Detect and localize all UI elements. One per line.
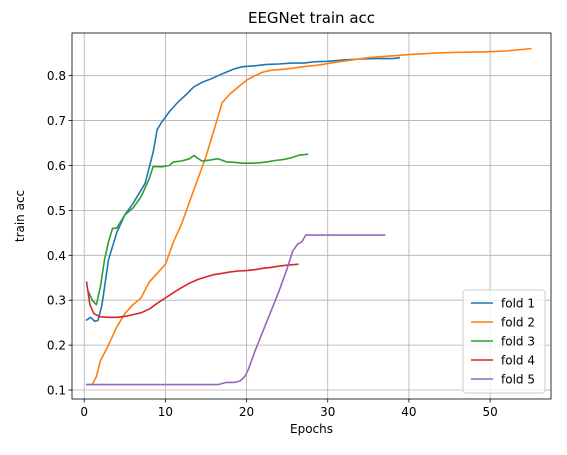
y-axis-label: train acc — [13, 190, 27, 242]
y-tick-label: 0.5 — [47, 204, 66, 218]
axis-ticks: 0 10 20 30 40 50 0.1 0.2 0.3 0.4 0.5 0.6 0.7 0.8 — [47, 69, 498, 419]
y-tick-label: 0.3 — [47, 294, 66, 308]
y-tick-label: 0.7 — [47, 114, 66, 128]
legend-label: fold 5 — [501, 373, 535, 387]
x-tick-label: 0 — [80, 405, 88, 419]
series-line-5 — [85, 234, 386, 386]
legend: fold 1 fold 2 fold 3 fold 4 fold 5 — [462, 289, 546, 394]
y-tick-label: 0.6 — [47, 159, 66, 173]
grid-lines — [72, 33, 551, 399]
plot-frame — [71, 32, 552, 400]
series-line-2 — [87, 47, 532, 386]
y-tick-label: 0.2 — [47, 339, 66, 353]
x-tick-label: 10 — [158, 405, 173, 419]
legend-label: fold 2 — [501, 316, 535, 330]
y-tick-label: 0.4 — [47, 249, 66, 263]
x-axis-label: Epochs — [290, 422, 333, 436]
series-line-3 — [87, 153, 309, 306]
x-tick-label: 50 — [482, 405, 497, 419]
legend-label: fold 3 — [501, 335, 535, 349]
x-tick-label: 40 — [401, 405, 416, 419]
legend-label: fold 1 — [501, 297, 535, 311]
legend-label: fold 4 — [501, 354, 535, 368]
x-tick-label: 20 — [239, 405, 254, 419]
x-tick-label: 30 — [320, 405, 335, 419]
series-lines — [85, 47, 532, 386]
legend-box — [462, 289, 546, 394]
y-tick-label: 0.8 — [47, 69, 66, 83]
series-line-4 — [85, 263, 299, 319]
y-tick-label: 0.1 — [47, 384, 66, 398]
chart-title: EEGNet train acc — [248, 9, 375, 27]
series-line-1 — [85, 56, 401, 323]
